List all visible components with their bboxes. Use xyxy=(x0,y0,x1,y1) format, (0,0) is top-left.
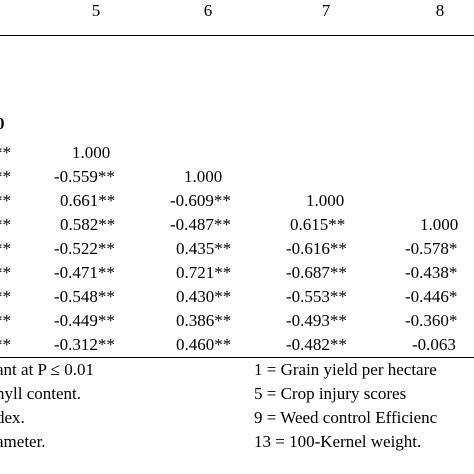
table-cell: 0.721** xyxy=(176,263,232,282)
row-stub-2: ** xyxy=(0,167,11,186)
row-stub-3: ** xyxy=(0,191,11,210)
table-cell: -0.471** xyxy=(54,263,115,282)
row-stub-8: ** xyxy=(0,311,11,330)
table-cell: -0.360* xyxy=(405,311,458,330)
table-cell: 1.000 xyxy=(184,167,223,186)
column-header-5: 5 xyxy=(91,1,101,20)
column-header-7: 7 xyxy=(321,1,331,20)
row-stub-5: ** xyxy=(0,239,11,258)
table-cell: 0.661** xyxy=(60,191,116,210)
table-cell: -0.438* xyxy=(405,263,458,282)
table-cell: 0.460** xyxy=(176,335,232,354)
row-stub-4: ** xyxy=(0,215,11,234)
footnote-right: 1 = Grain yield per hectare xyxy=(254,360,437,379)
row-stub-6: ** xyxy=(0,263,11,282)
table-cell: -0.449** xyxy=(54,311,115,330)
row-stub-7: ** xyxy=(0,287,11,306)
table-cell: 0.615** xyxy=(290,215,346,234)
table-cell: -0.482** xyxy=(286,335,347,354)
row-stub-9: ** xyxy=(0,335,11,354)
table-cell: -0.063 xyxy=(412,335,456,354)
table-cell: -0.446* xyxy=(405,287,458,306)
footnote-right: 9 = Weed control Efficienc xyxy=(254,408,438,427)
footnote-left: dex. xyxy=(0,408,25,427)
table-cell: -0.687** xyxy=(286,263,347,282)
table-cell: 0.430** xyxy=(176,287,232,306)
table-bottom-rule xyxy=(0,357,474,358)
footnote-right: 13 = 100-Kernel weight. xyxy=(254,432,422,451)
table-cell: -0.312** xyxy=(54,335,115,354)
column-header-8: 8 xyxy=(435,1,445,20)
table-cell: -0.578* xyxy=(405,239,458,258)
row-stub-1: ** xyxy=(0,143,11,162)
row-label-fragment: 0 xyxy=(0,114,5,133)
table-cell: -0.616** xyxy=(286,239,347,258)
table-cell: -0.487** xyxy=(170,215,231,234)
column-header-6: 6 xyxy=(203,1,213,20)
table-cell: 0.435** xyxy=(176,239,232,258)
table-cell: -0.548** xyxy=(54,287,115,306)
table-cell: 1.000 xyxy=(306,191,345,210)
table-cell: -0.522** xyxy=(54,239,115,258)
footnote-left: ant at P ≤ 0.01 xyxy=(0,360,94,379)
table-cell: 0.386** xyxy=(176,311,232,330)
table-cell: 1.000 xyxy=(72,143,111,162)
table-cell: 1.000 xyxy=(420,215,459,234)
table-cell: -0.553** xyxy=(286,287,347,306)
table-cell: -0.493** xyxy=(286,311,347,330)
table-cell: 0.582** xyxy=(60,215,116,234)
table-cell: -0.609** xyxy=(170,191,231,210)
header-rule xyxy=(0,35,474,36)
footnote-left: nyll content. xyxy=(0,384,81,403)
footnote-right: 5 = Crop injury scores xyxy=(254,384,407,403)
table-cell: -0.559** xyxy=(54,167,115,186)
footnote-left: ameter. xyxy=(0,432,46,451)
